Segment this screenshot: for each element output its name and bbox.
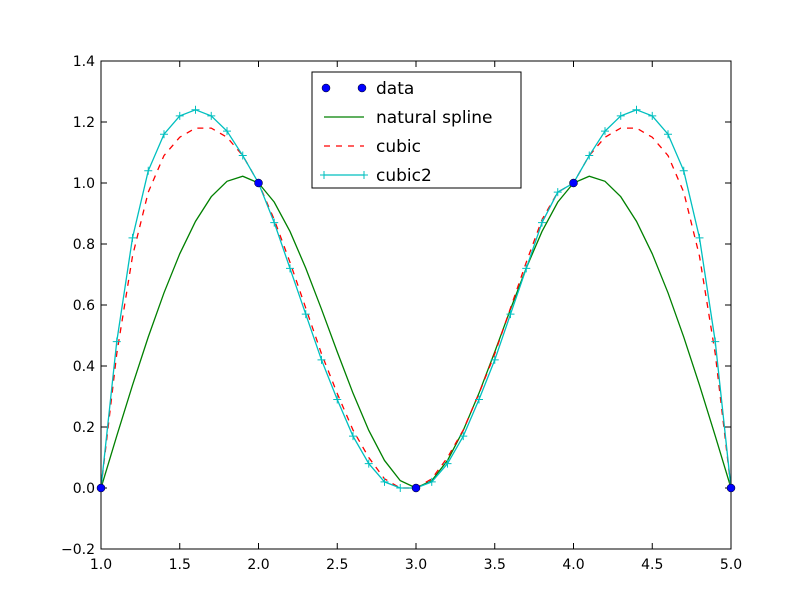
legend-label: cubic2 [376,166,432,186]
y-tick-label: 0.6 [73,298,95,314]
cubic2-point [711,337,720,346]
cubic2-point [112,337,121,346]
legend-box [311,71,522,189]
x-tick-label: 3.0 [405,557,427,573]
x-tick-label: 1.0 [90,557,112,573]
x-tick-label: 3.5 [484,557,506,573]
cubic2-point [616,111,625,120]
cubic2-point [538,218,546,227]
data-point [411,483,421,493]
ticks-layer: 1.0 1.5 2.0 2.5 3.0 3.5 4.0 4.5 5.0 −0.2 0.0 0.2 0.4… [61,54,742,573]
x-tick-label: 2.0 [247,557,269,573]
cubic2-point [317,355,326,364]
legend-swatch-data [321,83,331,93]
y-tick-label: 1.2 [73,115,95,131]
cubic2-point [301,310,310,319]
cubic2-point [270,218,279,227]
legend-swatch-plus [360,171,368,179]
cubic2-point [475,395,483,404]
cubic2-point [506,310,515,319]
cubic2-point [522,264,531,273]
y-tick-label: −0.2 [61,542,95,558]
data-point [569,178,578,188]
cubic2-point [160,130,168,139]
cubic2-point [380,477,389,486]
y-tick-label: 0.0 [73,481,95,497]
legend: data natural spline cubic cubic2 [311,71,522,189]
y-tick-label: 0.8 [73,237,95,253]
legend-swatch-plus [320,171,328,179]
cubic2-point [396,484,405,492]
legend-label: natural spline [376,108,493,128]
cubic2-point [144,166,153,175]
cubic2-point [490,355,499,364]
legend-swatch-data [357,83,367,93]
cubic2-point [553,188,562,197]
cubic2-point [585,151,594,160]
cubic2-point [238,151,247,160]
cubic2-point [648,111,657,120]
x-tick-label: 4.5 [641,557,663,573]
cubic2-point [223,127,231,136]
cubic2-point [695,233,704,242]
cubic2-point [128,233,137,242]
cubic2-point [601,127,609,136]
x-tick-label: 4.0 [562,557,584,573]
cubic2-point [286,264,294,273]
cubic2-point [207,111,216,120]
legend-label: data [376,79,414,99]
x-tick-label: 1.5 [169,557,191,573]
x-tick-label: 2.5 [326,557,348,573]
cubic2-point [427,477,436,486]
cubic2-point [191,105,200,114]
y-tick-label: 0.4 [73,359,95,375]
cubic2-point [664,130,672,139]
x-tick-label: 5.0 [720,557,742,573]
cubic2-point [175,111,184,120]
data-point [254,178,263,188]
cubic2-point [632,105,641,114]
cubic2-point [349,432,357,441]
data-point [726,483,736,493]
legend-label: cubic [376,137,421,157]
cubic2-point [443,459,452,468]
data-point [96,483,106,493]
cubic2-point [333,395,342,404]
y-tick-label: 1.0 [73,176,95,192]
cubic2-point [459,432,468,441]
y-tick-label: 1.4 [73,54,95,70]
y-tick-label: 0.2 [73,420,95,436]
cubic2-point [679,166,688,175]
cubic2-point [364,459,373,468]
